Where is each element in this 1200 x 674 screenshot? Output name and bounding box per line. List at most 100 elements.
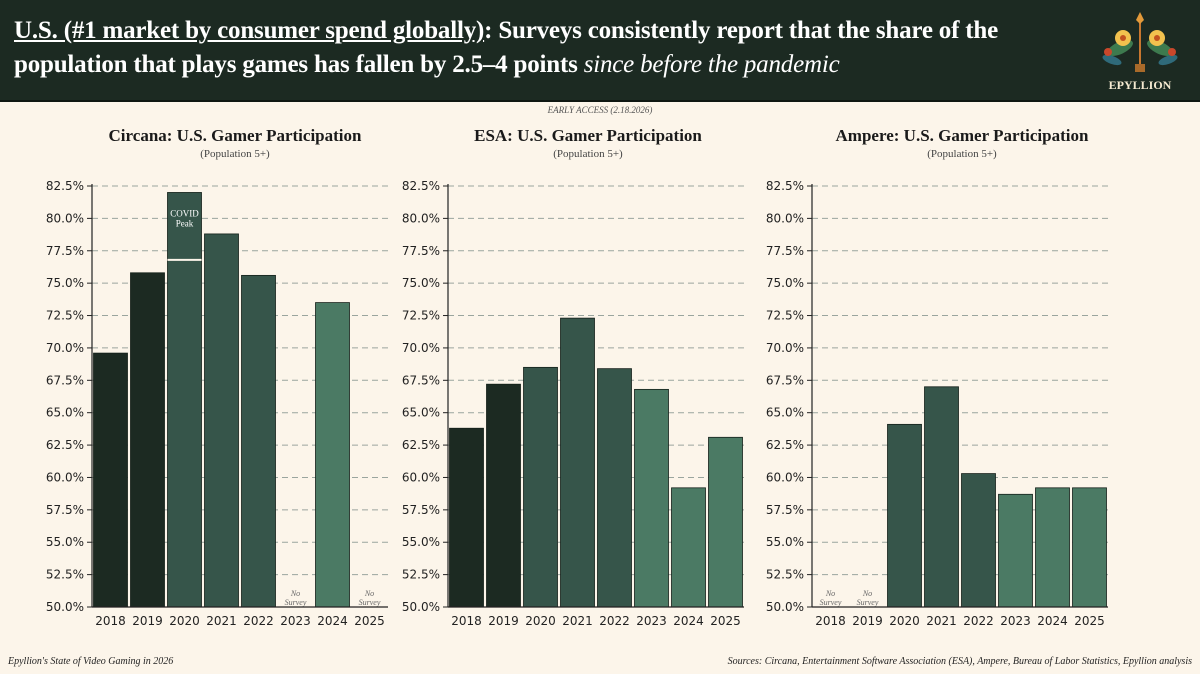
- headline: U.S. (#1 market by consumer spend global…: [14, 14, 1074, 82]
- y-tick-label: 52.5%: [766, 568, 804, 582]
- y-tick-label: 67.5%: [402, 373, 440, 387]
- bar-2020: [887, 423, 922, 608]
- chart-title-ampere: Ampere: U.S. Gamer Participation: [835, 126, 1089, 145]
- chart-subtitle-circana: (Population 5+): [200, 148, 270, 160]
- x-tick-label: 2022: [243, 614, 274, 628]
- x-tick-label: 2020: [889, 614, 920, 628]
- bar-2021: [560, 317, 595, 608]
- y-tick-label: 62.5%: [46, 438, 84, 452]
- y-tick-label: 75.0%: [402, 276, 440, 290]
- y-tick-label: 75.0%: [46, 276, 84, 290]
- y-tick-label: 70.0%: [402, 341, 440, 355]
- x-tick-label: 2024: [673, 614, 704, 628]
- y-tick-label: 55.0%: [46, 535, 84, 549]
- chart-ampere: 50.0% 52.5% 55.0% 57.5% 60.0% 62.5% 65.0% 67.5%…: [766, 179, 1108, 628]
- y-tick-label: 60.0%: [766, 470, 804, 484]
- y-tick-label: 80.0%: [766, 211, 804, 225]
- x-tick-label: 2020: [169, 614, 200, 628]
- chart-esa: 50.0% 52.5% 55.0% 57.5% 60.0% 62.5% 65.0% 67.5%…: [402, 179, 744, 628]
- no-survey-label: Survey: [820, 598, 842, 607]
- y-tick-label: 57.5%: [46, 503, 84, 517]
- y-tick-label: 82.5%: [46, 179, 84, 193]
- y-tick-label: 50.0%: [402, 600, 440, 614]
- x-tick-label: 2018: [95, 614, 126, 628]
- x-tick-label: 2024: [1037, 614, 1068, 628]
- x-tick-label: 2022: [599, 614, 630, 628]
- x-tick-label: 2021: [926, 614, 957, 628]
- x-tick-label: 2023: [280, 614, 311, 628]
- headline-underlined: U.S. (#1 market by consumer spend global…: [14, 17, 485, 44]
- chart-subtitle-esa: (Population 5+): [553, 148, 623, 160]
- early-access-label: EARLY ACCESS (2.18.2026): [547, 105, 653, 115]
- x-tick-label: 2023: [636, 614, 667, 628]
- y-tick-label: 62.5%: [766, 438, 804, 452]
- bar-2019: [130, 272, 165, 608]
- x-tick-label: 2021: [206, 614, 237, 628]
- footer-left: Epyllion's State of Video Gaming in 2026: [8, 656, 174, 667]
- bar-2021: [924, 386, 959, 608]
- y-tick-label: 70.0%: [766, 341, 804, 355]
- y-tick-label: 77.5%: [46, 244, 84, 258]
- bar-2022: [961, 473, 996, 608]
- y-tick-label: 80.0%: [402, 211, 440, 225]
- bar-2018: [449, 427, 484, 608]
- bar-2023: [634, 388, 669, 608]
- y-tick-label: 82.5%: [766, 179, 804, 193]
- no-survey-label: No: [290, 589, 300, 598]
- x-tick-label: 2025: [1074, 614, 1105, 628]
- bar-2024: [1035, 487, 1070, 608]
- y-tick-label: 62.5%: [402, 438, 440, 452]
- x-tick-label: 2024: [317, 614, 348, 628]
- x-tick-label: 2020: [525, 614, 556, 628]
- no-survey-label: No: [825, 589, 835, 598]
- bar-2024: [671, 487, 706, 608]
- y-tick-label: 67.5%: [46, 373, 84, 387]
- x-tick-label: 2019: [488, 614, 519, 628]
- y-tick-label: 52.5%: [402, 568, 440, 582]
- x-tick-label: 2021: [562, 614, 593, 628]
- x-tick-label: 2025: [354, 614, 385, 628]
- y-tick-label: 50.0%: [766, 600, 804, 614]
- y-tick-label: 72.5%: [402, 309, 440, 323]
- bar-2019: [486, 383, 521, 608]
- no-survey-label: Survey: [857, 598, 879, 607]
- no-survey-label: No: [862, 589, 872, 598]
- chart-circana: 50.0% 52.5% 55.0% 57.5% 60.0% 62.5% 65.0% 67.5%…: [46, 179, 388, 628]
- y-tick-label: 72.5%: [46, 309, 84, 323]
- x-tick-label: 2025: [710, 614, 741, 628]
- y-tick-label: 65.0%: [46, 406, 84, 420]
- y-tick-label: 80.0%: [46, 211, 84, 225]
- y-tick-label: 65.0%: [402, 406, 440, 420]
- bar-2022: [241, 274, 276, 608]
- bar-2024: [315, 302, 350, 608]
- bar-2018: [93, 352, 128, 608]
- y-tick-label: 82.5%: [402, 179, 440, 193]
- x-tick-label: 2022: [963, 614, 994, 628]
- covid-peak-label: COVID: [170, 208, 199, 218]
- y-tick-label: 70.0%: [46, 341, 84, 355]
- y-tick-label: 67.5%: [766, 373, 804, 387]
- covid-peak-label: Peak: [176, 218, 194, 228]
- y-tick-label: 60.0%: [46, 470, 84, 484]
- y-tick-label: 57.5%: [402, 503, 440, 517]
- y-tick-label: 65.0%: [766, 406, 804, 420]
- y-tick-label: 72.5%: [766, 309, 804, 323]
- bar-2022: [597, 368, 632, 608]
- x-tick-label: 2019: [132, 614, 163, 628]
- bar-2025: [708, 436, 743, 608]
- no-survey-label: Survey: [359, 598, 381, 607]
- footer-sources: Sources: Circana, Entertainment Software…: [727, 656, 1192, 667]
- x-tick-label: 2018: [451, 614, 482, 628]
- y-tick-label: 55.0%: [766, 535, 804, 549]
- epyllion-logo: EPYLLION: [1090, 8, 1190, 94]
- headline-italic: since before the pandemic: [583, 51, 840, 78]
- x-tick-label: 2019: [852, 614, 883, 628]
- bar-2020: [523, 366, 558, 608]
- floral-logo-icon: [1102, 12, 1178, 72]
- bar-2023: [998, 493, 1033, 608]
- chart-title-esa: ESA: U.S. Gamer Participation: [474, 126, 702, 145]
- bar-2025: [1072, 487, 1107, 608]
- no-survey-label: No: [364, 589, 374, 598]
- y-tick-label: 52.5%: [46, 568, 84, 582]
